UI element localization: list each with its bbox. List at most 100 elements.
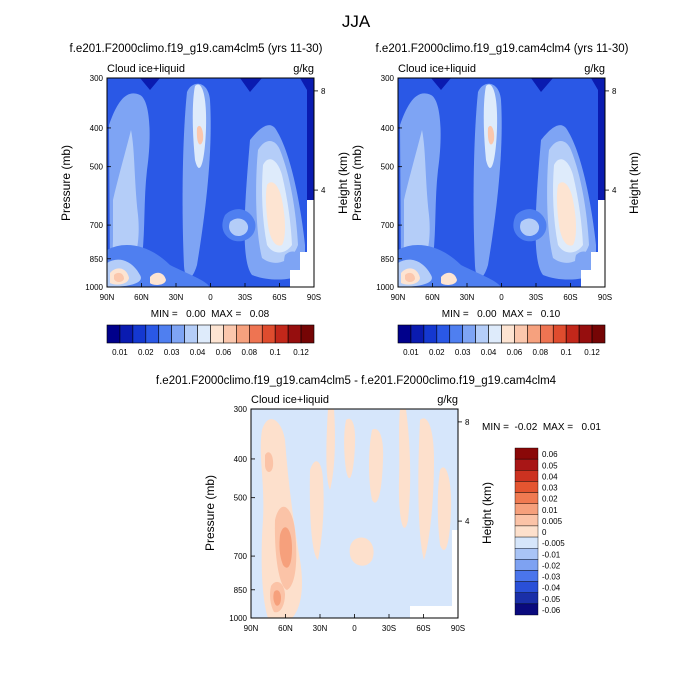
colorbar-swatch xyxy=(119,324,134,344)
colorbar-label: 0.06 xyxy=(216,348,232,357)
colorbar-swatch xyxy=(514,570,539,582)
contour-band xyxy=(441,272,457,285)
y-tick-label: 1000 xyxy=(229,614,247,623)
colorbar-label: 0.04 xyxy=(190,348,206,357)
colorbar-swatch xyxy=(591,324,606,344)
colorbar-label: 0.01 xyxy=(112,348,128,357)
colorbar-swatch xyxy=(274,324,289,344)
x-tick-label: 30S xyxy=(238,293,252,302)
colorbar-swatch xyxy=(514,559,539,571)
panel-title: f.e201.F2000climo.f19_g19.cam4clm5 (yrs … xyxy=(70,43,323,55)
terrain-mask xyxy=(290,270,314,287)
panel-cam4clm4: f.e201.F2000climo.f19_g19.cam4clm4 (yrs … xyxy=(350,43,641,357)
contour-band xyxy=(309,461,324,560)
colorbar-label: 0.02 xyxy=(542,495,558,504)
contour-band xyxy=(112,130,139,278)
colorbar-swatch xyxy=(423,324,438,344)
y-axis-label: Pressure (mb) xyxy=(59,145,73,221)
x-tick-label: 30N xyxy=(313,624,328,633)
contour-band xyxy=(273,590,281,606)
y-axis-label: Pressure (mb) xyxy=(203,475,217,551)
contour-band xyxy=(369,429,384,503)
colorbar-swatch xyxy=(249,324,263,344)
colorbar-swatch xyxy=(145,324,160,344)
figure-title: JJA xyxy=(342,12,371,31)
y-tick-label: 700 xyxy=(381,221,395,230)
colorbar-label: 0.05 xyxy=(542,461,558,470)
x-tick-label: 90S xyxy=(307,293,321,302)
contour-band xyxy=(344,418,356,479)
y-axis: 300 400 500 700 850 1000 xyxy=(376,74,402,292)
colorbar-swatch xyxy=(397,324,412,344)
contour-band xyxy=(556,182,576,246)
colorbar-swatch xyxy=(436,324,451,344)
min-max-stats: MIN = 0.00 MAX = 0.08 xyxy=(151,309,270,320)
y-axis: 300 400 500 700 850 1000 xyxy=(85,74,111,292)
y2-axis: 84 xyxy=(605,87,617,195)
colorbar-label: 0.06 xyxy=(542,450,558,459)
colorbar-label: 0.03 xyxy=(542,484,558,493)
x-tick-label: 90S xyxy=(598,293,612,302)
x-tick-label: 60N xyxy=(278,624,293,633)
colorbar-swatch xyxy=(514,581,539,593)
colorbar-swatch xyxy=(514,525,539,538)
y-tick-label: 300 xyxy=(234,405,248,414)
x-tick-label: 30S xyxy=(529,293,543,302)
colorbar-label: 0.04 xyxy=(542,472,558,481)
colorbar-label: 0.01 xyxy=(542,506,558,515)
colorbar-swatch xyxy=(552,324,567,344)
y2-axis-label: Height (km) xyxy=(627,152,641,214)
colorbar-swatch xyxy=(514,548,539,560)
colorbar-swatch xyxy=(261,324,276,344)
colorbar-swatch xyxy=(514,514,539,527)
y2-tick-label: 4 xyxy=(465,517,470,526)
x-tick-label: 90N xyxy=(244,624,259,633)
x-axis: 90N 60N 30N 0 30S 60S 90S xyxy=(100,283,321,302)
colorbar-label: 0.1 xyxy=(561,348,573,357)
colorbar-label: 0.02 xyxy=(429,348,445,357)
contour-band xyxy=(437,467,452,551)
colorbar-swatch xyxy=(210,324,224,344)
x-tick-label: 90S xyxy=(451,624,465,633)
x-tick-label: 30S xyxy=(382,624,396,633)
y-tick-label: 500 xyxy=(90,163,104,172)
units-label: g/kg xyxy=(293,63,314,75)
x-axis: 90N 60N 30N 0 30S 60S 90S xyxy=(244,614,465,633)
colorbar-label: 0.1 xyxy=(270,348,282,357)
panel-cam4clm5: f.e201.F2000climo.f19_g19.cam4clm5 (yrs … xyxy=(59,43,350,357)
y-tick-label: 850 xyxy=(381,255,395,264)
colorbar-swatch xyxy=(514,603,539,616)
colorbar-label: -0.02 xyxy=(542,561,561,570)
colorbar: 0.06 0.05 0.04 0.03 0.02 0.01 0.005 0 -0.005 -0.0… xyxy=(514,447,565,616)
colorbar-label: 0.03 xyxy=(164,348,180,357)
y2-axis-label: Height (km) xyxy=(480,482,494,544)
colorbar-swatch xyxy=(578,324,593,344)
y-tick-label: 700 xyxy=(90,221,104,230)
contour-band xyxy=(487,125,495,145)
colorbar-swatch xyxy=(514,458,539,471)
contour-band xyxy=(265,452,274,472)
colorbar-label: -0.03 xyxy=(542,573,561,582)
x-tick-label: 0 xyxy=(352,624,357,633)
colorbar-swatch xyxy=(540,324,554,344)
y-tick-label: 400 xyxy=(381,124,395,133)
x-axis: 90N 60N 30N 0 30S 60S 90S xyxy=(391,283,612,302)
x-tick-label: 60N xyxy=(134,293,149,302)
terrain-mask xyxy=(598,200,605,287)
y2-tick-label: 4 xyxy=(612,186,617,195)
colorbar-label: 0.01 xyxy=(403,348,419,357)
min-max-stats: MIN = 0.00 MAX = 0.10 xyxy=(442,309,561,320)
y-axis-label: Pressure (mb) xyxy=(350,145,364,221)
colorbar-label: 0.04 xyxy=(481,348,497,357)
colorbar-swatch xyxy=(132,324,147,344)
y-axis: 300 400 500 700 850 1000 xyxy=(229,405,255,623)
colorbar-swatch xyxy=(514,447,539,460)
colorbar-label: 0 xyxy=(542,528,547,537)
colorbar-swatch xyxy=(514,324,528,344)
y2-tick-label: 8 xyxy=(321,87,326,96)
colorbar-swatch xyxy=(300,324,315,344)
terrain-mask xyxy=(307,200,314,287)
colorbar-label: -0.06 xyxy=(542,606,561,615)
colorbar-swatch xyxy=(410,324,425,344)
colorbar-swatch xyxy=(514,592,539,605)
